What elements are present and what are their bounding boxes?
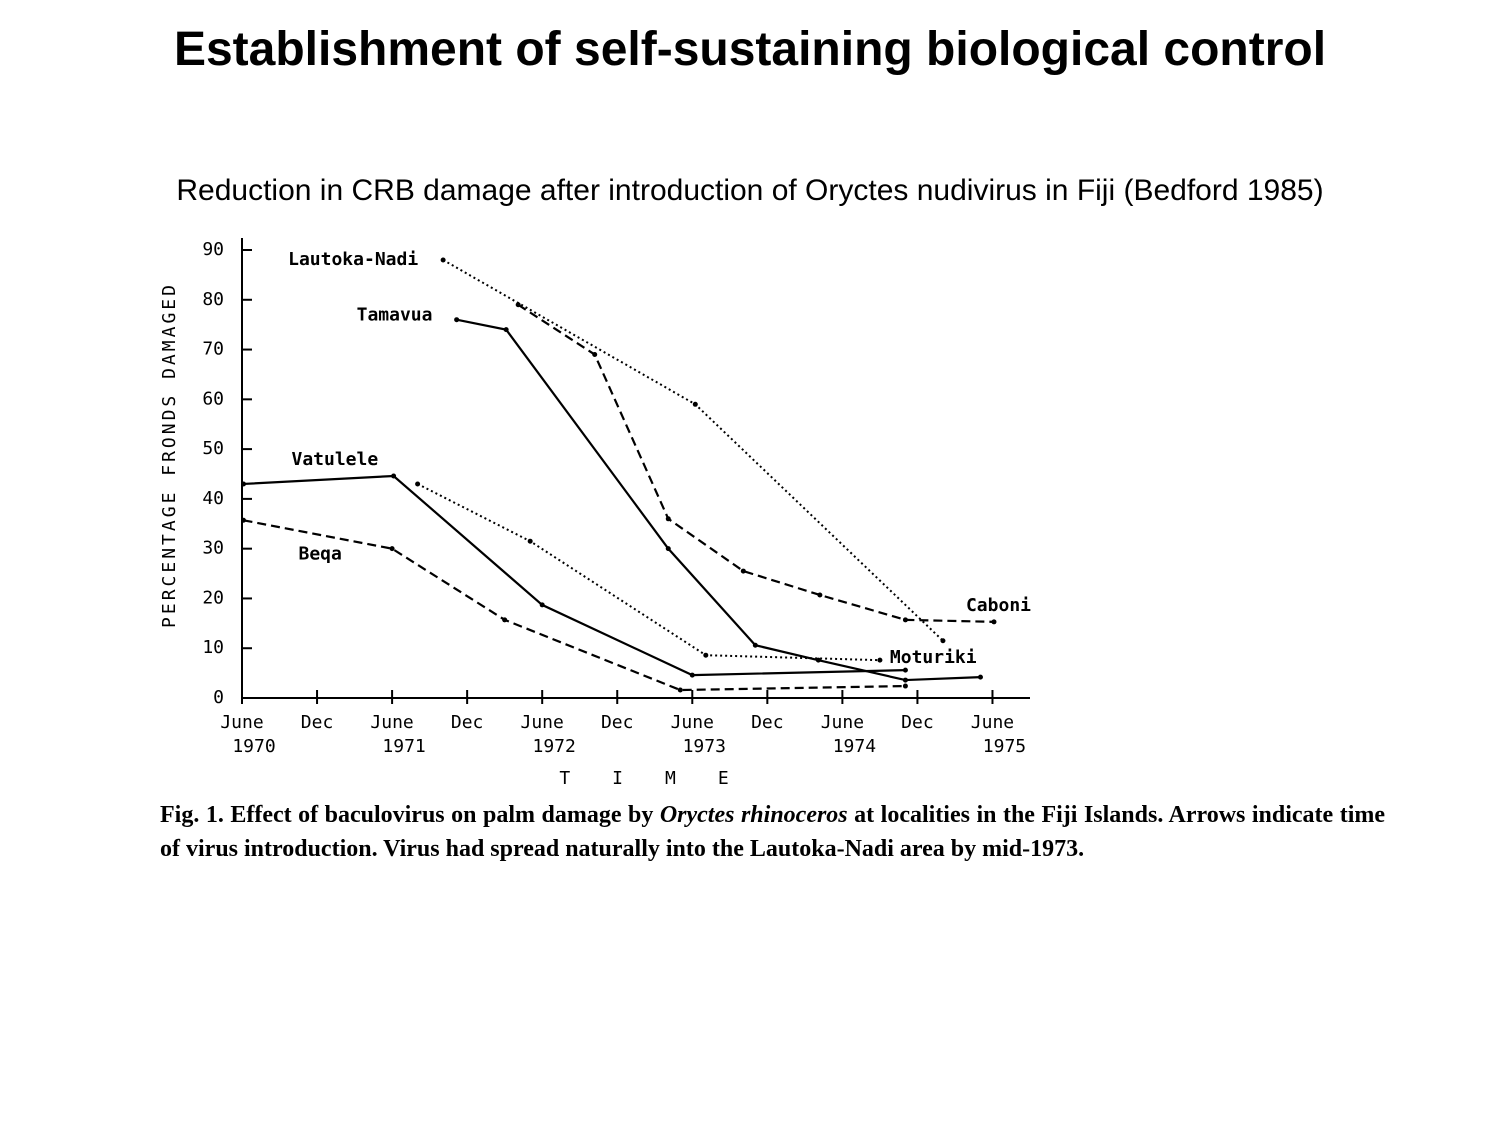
x-tick-label: Dec <box>451 712 484 733</box>
series-label: Caboni <box>966 595 1031 616</box>
data-point <box>241 517 247 523</box>
data-point <box>703 652 709 658</box>
x-tick-label-line: June <box>821 712 864 733</box>
data-point <box>977 674 983 680</box>
data-point <box>902 677 908 683</box>
data-point <box>665 516 671 522</box>
chart: PERCENTAGE FRONDS DAMAGED TIME 0 10 20 30 40… <box>159 238 1031 789</box>
data-point <box>902 617 908 623</box>
x-tick-label: June 1973 <box>671 712 726 757</box>
x-tick-label-line: 1973 <box>683 736 726 757</box>
y-tick-label: 0 <box>213 687 224 708</box>
data-point <box>940 638 946 644</box>
x-tick-label-line: June <box>220 712 263 733</box>
slide-subtitle: Reduction in CRB damage after introducti… <box>176 174 1324 207</box>
y-tick-label: 40 <box>202 488 224 509</box>
data-point <box>817 592 823 598</box>
y-tick-label: 20 <box>202 587 224 608</box>
y-tick-label: 10 <box>202 637 224 658</box>
y-tick-label: 80 <box>202 289 224 310</box>
series-line <box>417 483 880 662</box>
x-tick-label-line: June <box>971 712 1014 733</box>
x-tick-label: June 1971 <box>370 712 425 757</box>
data-point <box>692 401 698 407</box>
data-point <box>815 657 821 663</box>
y-tick-label: 30 <box>202 538 224 559</box>
series-label: Moturiki <box>890 647 977 668</box>
x-tick-label-line: June <box>521 712 564 733</box>
figure-caption: Fig. 1. Effect of baculovirus on palm da… <box>160 798 1385 866</box>
y-tick-label: 50 <box>202 438 224 459</box>
x-tick-label: Dec <box>601 712 634 733</box>
x-tick-label: June 1972 <box>521 712 576 757</box>
data-point <box>877 657 883 663</box>
series-line <box>243 519 906 692</box>
x-tick-label-line: 1974 <box>833 736 876 757</box>
data-point <box>592 352 598 358</box>
series-label: Vatulele <box>292 449 379 470</box>
x-tick-label: Dec <box>901 712 934 733</box>
data-point <box>902 683 908 689</box>
data-point <box>991 619 997 625</box>
y-axis-label: PERCENTAGE FRONDS DAMAGED <box>159 282 180 628</box>
series-line <box>243 474 906 677</box>
x-tick-label-line: June <box>671 712 714 733</box>
data-point <box>415 481 421 487</box>
x-tick-label: June 1970 <box>220 712 275 757</box>
x-tick-label-line: 1971 <box>382 736 425 757</box>
series-label: Lautoka-Nadi <box>288 249 418 270</box>
x-tick-label-line: June <box>370 712 413 733</box>
y-tick-label: 90 <box>202 239 224 260</box>
caption-species: Oryctes rhinoceros <box>659 802 848 828</box>
series-label: Beqa <box>299 543 342 564</box>
data-point <box>539 602 545 608</box>
data-point <box>515 302 521 308</box>
x-tick-label-line: 1975 <box>983 736 1026 757</box>
data-point <box>440 257 446 263</box>
data-point <box>454 317 460 323</box>
series-line <box>456 318 981 682</box>
x-tick-label: June 1974 <box>821 712 876 757</box>
data-point <box>391 473 397 479</box>
caption-text: Fig. 1. Effect of baculovirus on palm da… <box>160 802 660 828</box>
series-label: Tamavua <box>357 305 433 326</box>
data-point <box>502 617 508 623</box>
data-point <box>389 546 395 552</box>
data-point <box>677 687 683 693</box>
data-point <box>902 667 908 673</box>
x-tick-label: Dec <box>751 712 784 733</box>
x-tick-label-line: 1970 <box>232 736 275 757</box>
caption-text: at localities in the Fiji Islands. Arrow… <box>160 802 1386 862</box>
x-tick-label: Dec <box>301 712 334 733</box>
data-point <box>752 642 758 648</box>
slide-title: Establishment of self-sustaining biologi… <box>173 23 1327 76</box>
y-tick-label: 70 <box>202 339 224 360</box>
data-point <box>665 546 671 552</box>
data-point <box>527 538 533 544</box>
data-point <box>689 672 695 678</box>
data-point <box>503 327 509 333</box>
data-point <box>241 481 247 487</box>
x-tick-label-line: 1972 <box>533 736 576 757</box>
y-tick-label: 60 <box>202 388 224 409</box>
data-point <box>740 568 746 574</box>
x-tick-label: June 1975 <box>971 712 1026 757</box>
x-axis-label: TIME <box>559 768 770 789</box>
